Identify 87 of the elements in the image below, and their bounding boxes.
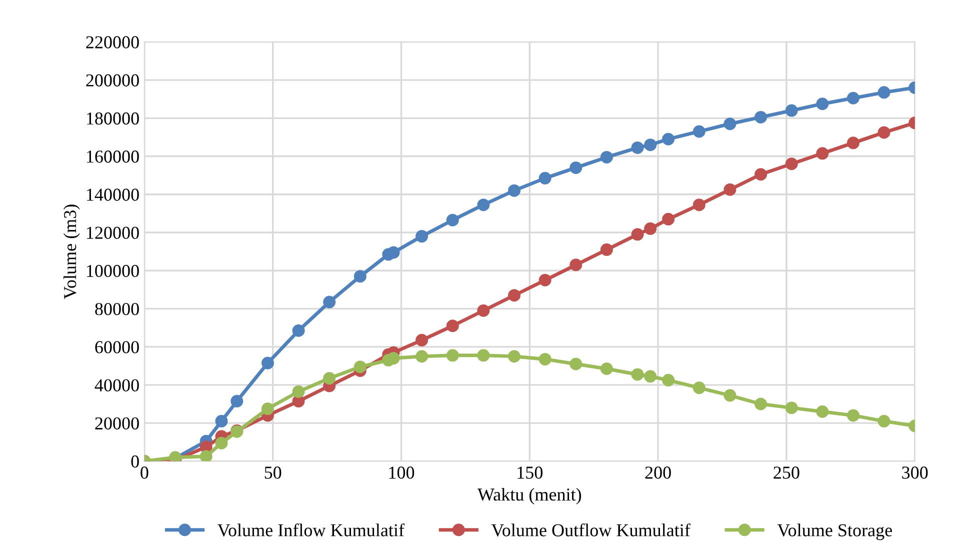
point [692,382,706,394]
point [215,436,228,450]
y-tick-label: 20000 [95,417,139,430]
y-axis-title: Volume (m3) [63,204,80,300]
point [785,402,798,414]
y-tick-label: 80000 [95,302,139,316]
point [416,350,428,363]
point [662,212,675,226]
point [416,334,428,346]
point [261,356,274,370]
y-tick-label: 220000 [86,36,139,48]
point [724,389,736,402]
point [631,368,644,381]
legend-label: Volume Outflow Kumulatif [491,523,690,536]
point [354,270,366,283]
point [600,150,613,164]
point [878,126,890,139]
point [846,136,860,150]
point [846,409,860,422]
point [477,198,490,212]
x-tick-label: 100 [389,466,414,479]
point [538,352,552,366]
point [600,362,613,375]
point [477,304,490,317]
point [508,350,520,363]
y-tick-label: 100000 [87,264,139,278]
x-tick-label: 250 [774,466,800,479]
point [724,118,736,130]
legend-label: Volume Storage [777,524,892,540]
point [215,414,228,428]
point [477,349,490,362]
point [662,374,675,386]
point [644,370,657,383]
point [754,398,768,410]
point [644,138,657,152]
point [570,358,582,370]
point [816,405,829,418]
point [600,243,613,256]
y-tick-label: 0 [131,455,139,468]
point [692,125,706,138]
point [631,141,644,154]
point [200,450,212,462]
point [538,274,552,286]
y-tick-label: 180000 [87,112,139,125]
point [878,86,890,99]
x-tick-label: 50 [264,466,282,479]
legend-label: Volume Inflow Kumulatif [217,523,404,536]
point [878,414,890,428]
point [662,132,675,146]
point [508,289,520,302]
point [354,360,366,374]
point [416,230,428,243]
point [785,158,798,170]
y-tick-label: 120000 [87,226,139,239]
x-tick-label: 150 [518,466,543,479]
point [754,110,768,124]
point [724,183,736,196]
point [538,172,552,184]
point [816,98,829,110]
point [292,385,305,398]
y-tick-label: 60000 [95,341,139,354]
point [692,198,706,212]
x-tick-label: 300 [902,466,928,479]
point [754,168,768,181]
point [292,324,305,337]
point [846,92,860,104]
point [631,228,644,241]
y-tick-label: 160000 [87,150,139,163]
point [508,184,520,197]
point [230,394,244,408]
y-tick-label: 40000 [94,379,139,392]
point [446,214,459,226]
x-tick-label: 0 [140,466,148,479]
x-axis-title: Waktu (menit) [477,488,582,504]
point [323,372,336,385]
point [261,402,274,416]
point [570,161,582,174]
point [323,296,336,308]
point [570,258,582,272]
point [785,104,798,117]
point [644,222,657,235]
point [446,320,459,332]
point [816,147,829,160]
point [446,349,459,362]
x-tick-label: 200 [645,466,671,479]
y-tick-label: 140000 [87,188,139,201]
y-tick-label: 200000 [86,74,139,86]
